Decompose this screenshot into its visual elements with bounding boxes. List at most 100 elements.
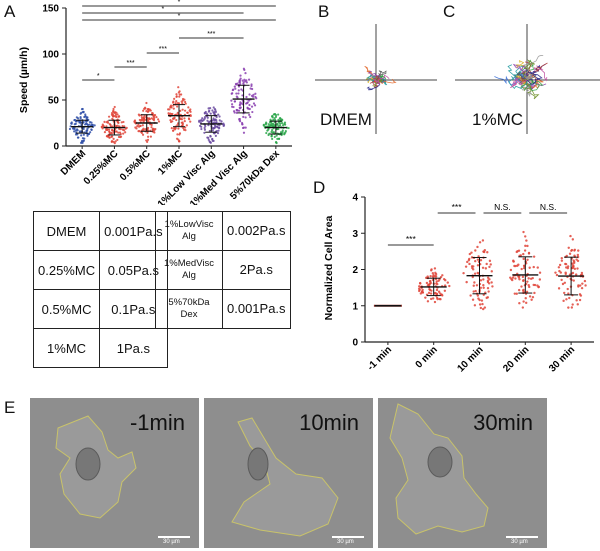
data-point	[277, 125, 280, 128]
data-point	[239, 82, 242, 86]
data-point	[248, 113, 251, 116]
trajectory-label-1mc: 1%MC	[472, 110, 524, 129]
data-point	[250, 105, 254, 108]
data-point	[121, 124, 124, 128]
data-point	[217, 129, 220, 132]
data-point	[472, 284, 475, 287]
data-point	[278, 117, 282, 120]
data-point	[562, 299, 565, 303]
data-point	[243, 78, 246, 81]
y-tick-label: 1	[352, 301, 358, 312]
data-point	[200, 127, 203, 131]
data-point	[271, 137, 274, 141]
data-point	[574, 273, 578, 276]
data-point	[577, 249, 580, 252]
data-point	[428, 287, 431, 291]
data-point	[79, 112, 82, 115]
data-point	[169, 120, 173, 124]
medium-cell: 1%MedVisc Alg	[155, 250, 223, 290]
table-row: 1%MC 1Pa.s	[32, 328, 168, 368]
data-point	[271, 131, 275, 134]
data-point	[287, 126, 290, 130]
data-point	[207, 107, 210, 110]
data-point	[250, 94, 254, 97]
y-tick-label: 150	[42, 4, 59, 15]
data-point	[181, 108, 184, 111]
panel-label-c: C	[443, 2, 456, 21]
data-point	[82, 140, 85, 143]
data-point	[117, 121, 120, 124]
data-point	[486, 286, 490, 290]
data-point	[82, 120, 85, 124]
data-point	[476, 294, 480, 297]
data-point	[146, 107, 149, 111]
data-point	[211, 109, 214, 112]
data-point	[466, 260, 469, 264]
data-point	[238, 117, 241, 121]
data-point	[122, 120, 125, 124]
data-point	[270, 134, 273, 137]
data-point	[189, 120, 192, 123]
data-point	[418, 289, 421, 293]
micrograph-minus-1min: -1min 30 µm	[30, 398, 199, 548]
data-point	[537, 285, 540, 289]
data-point	[148, 108, 151, 111]
data-point	[213, 112, 216, 115]
data-point	[207, 136, 210, 139]
data-point	[113, 142, 116, 145]
data-point	[124, 131, 127, 134]
cell-trajectory	[522, 59, 536, 81]
data-point	[176, 133, 179, 136]
data-point	[173, 97, 176, 100]
cell-trajectory	[510, 77, 528, 89]
medium-cell: 1%LowVisc Alg	[155, 211, 223, 251]
data-point	[430, 269, 433, 272]
data-point	[116, 113, 119, 116]
data-point	[446, 281, 449, 284]
data-point	[426, 284, 430, 287]
viscosity-cell: 0.001Pa.s	[222, 289, 291, 329]
data-point	[115, 115, 118, 119]
data-point	[431, 271, 435, 275]
data-point	[527, 277, 530, 280]
cell-trajectory	[525, 69, 543, 86]
data-point	[141, 133, 145, 136]
data-point	[218, 115, 221, 118]
data-point	[107, 128, 111, 131]
data-point	[184, 129, 187, 132]
cell-area-chart: Normalized Cell Area 0 1 2 3 4 -1 min 0 min 10 …	[323, 193, 594, 375]
significance-label: ***	[406, 234, 417, 244]
panel-label-e: E	[4, 398, 16, 417]
data-point	[276, 137, 279, 140]
data-point	[140, 118, 144, 121]
data-point	[571, 262, 574, 265]
data-point	[142, 118, 145, 121]
data-point	[242, 131, 246, 134]
data-point	[183, 120, 186, 123]
cell-outline	[389, 403, 489, 535]
data-point	[231, 88, 234, 92]
data-point	[557, 287, 561, 290]
data-point	[177, 91, 180, 94]
data-point	[242, 67, 245, 70]
data-point	[81, 137, 85, 140]
data-point	[576, 267, 579, 270]
data-point	[284, 130, 287, 133]
data-point	[73, 130, 76, 133]
data-point	[571, 303, 574, 306]
data-point	[146, 138, 150, 142]
data-point	[573, 267, 577, 271]
data-point	[212, 117, 215, 120]
data-point	[171, 129, 175, 132]
significance-label: N.S.	[494, 202, 511, 212]
area-y-axis-label: Normalized Cell Area	[323, 216, 335, 321]
data-point	[242, 126, 246, 129]
data-point	[213, 126, 217, 129]
medium-cell: DMEM	[32, 211, 101, 251]
data-point	[110, 132, 113, 135]
data-point	[420, 290, 424, 294]
data-point	[435, 288, 439, 292]
data-point	[182, 126, 185, 130]
data-point	[254, 92, 257, 95]
data-point	[479, 306, 483, 310]
